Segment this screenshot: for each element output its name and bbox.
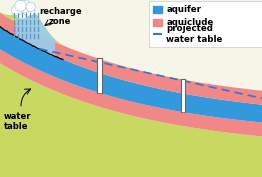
Text: aquifer: aquifer: [166, 5, 201, 14]
Circle shape: [26, 2, 35, 11]
FancyBboxPatch shape: [153, 6, 162, 13]
Circle shape: [19, 0, 31, 12]
Text: projected
water table: projected water table: [166, 24, 223, 44]
Polygon shape: [16, 10, 55, 56]
Polygon shape: [0, 63, 262, 177]
Polygon shape: [0, 27, 262, 122]
Circle shape: [12, 5, 23, 15]
Circle shape: [15, 0, 26, 11]
Text: aquiclude: aquiclude: [166, 18, 214, 27]
Polygon shape: [0, 49, 262, 136]
Polygon shape: [181, 79, 185, 112]
FancyBboxPatch shape: [149, 1, 262, 47]
Circle shape: [14, 4, 30, 19]
Circle shape: [23, 5, 35, 16]
Polygon shape: [0, 13, 262, 105]
Text: water
table: water table: [4, 112, 31, 131]
Text: recharge
zone: recharge zone: [39, 7, 81, 26]
FancyBboxPatch shape: [153, 19, 162, 26]
Polygon shape: [97, 58, 102, 93]
Polygon shape: [0, 10, 262, 91]
